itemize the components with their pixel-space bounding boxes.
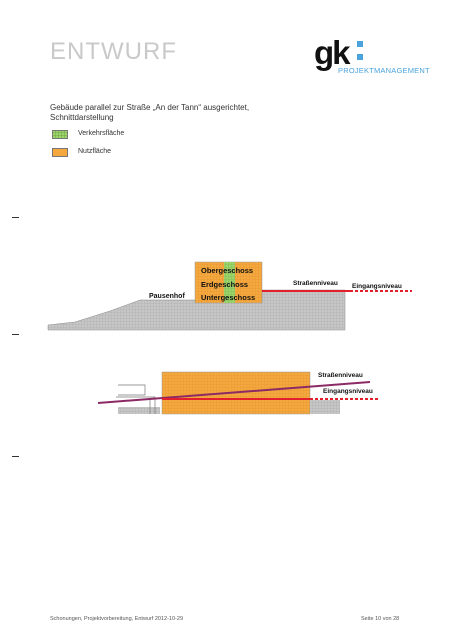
logo-subtitle: PROJEKTMANAGEMENT	[338, 66, 430, 75]
margin-mark	[12, 217, 19, 218]
floor-label-og: Obergeschoss	[201, 266, 253, 275]
plan-label-strassenniveau: Straßenniveau	[318, 372, 363, 379]
legend-swatch-verkehrsflaeche	[52, 130, 68, 139]
plan-label-eingangsniveau: Eingangsniveau	[323, 388, 373, 395]
plan-ground	[118, 407, 160, 414]
legend-swatch-nutzflaeche	[52, 148, 68, 157]
description: Gebäude parallel zur Straße „An der Tann…	[50, 103, 250, 122]
plan-ground-right	[310, 400, 340, 414]
label-strassenniveau: Straßenniveau	[293, 280, 338, 287]
label-pausenhof: Pausenhof	[149, 293, 185, 300]
footer-left: Schonungen, Projektvorbereitung, Entwurf…	[50, 616, 183, 622]
footer-right: Seite 10 von 28	[361, 616, 399, 622]
margin-mark	[12, 334, 19, 335]
stair-core	[224, 262, 235, 303]
logo-colon-icon	[357, 41, 363, 61]
legend-label-verkehrsflaeche: Verkehrsfläche	[78, 130, 125, 137]
page-title: ENTWURF	[50, 38, 177, 65]
logo-mark: gk	[314, 34, 350, 71]
plan-stairs	[116, 384, 156, 414]
legend-label-nutzflaeche: Nutzfläche	[78, 148, 112, 155]
floor-label-ug: Untergeschoss	[201, 293, 255, 302]
floor-label-eg: Erdgeschoss	[201, 280, 248, 289]
street-slope-line	[97, 381, 371, 404]
margin-mark	[12, 456, 19, 457]
label-eingangsniveau: Eingangsniveau	[352, 283, 402, 290]
